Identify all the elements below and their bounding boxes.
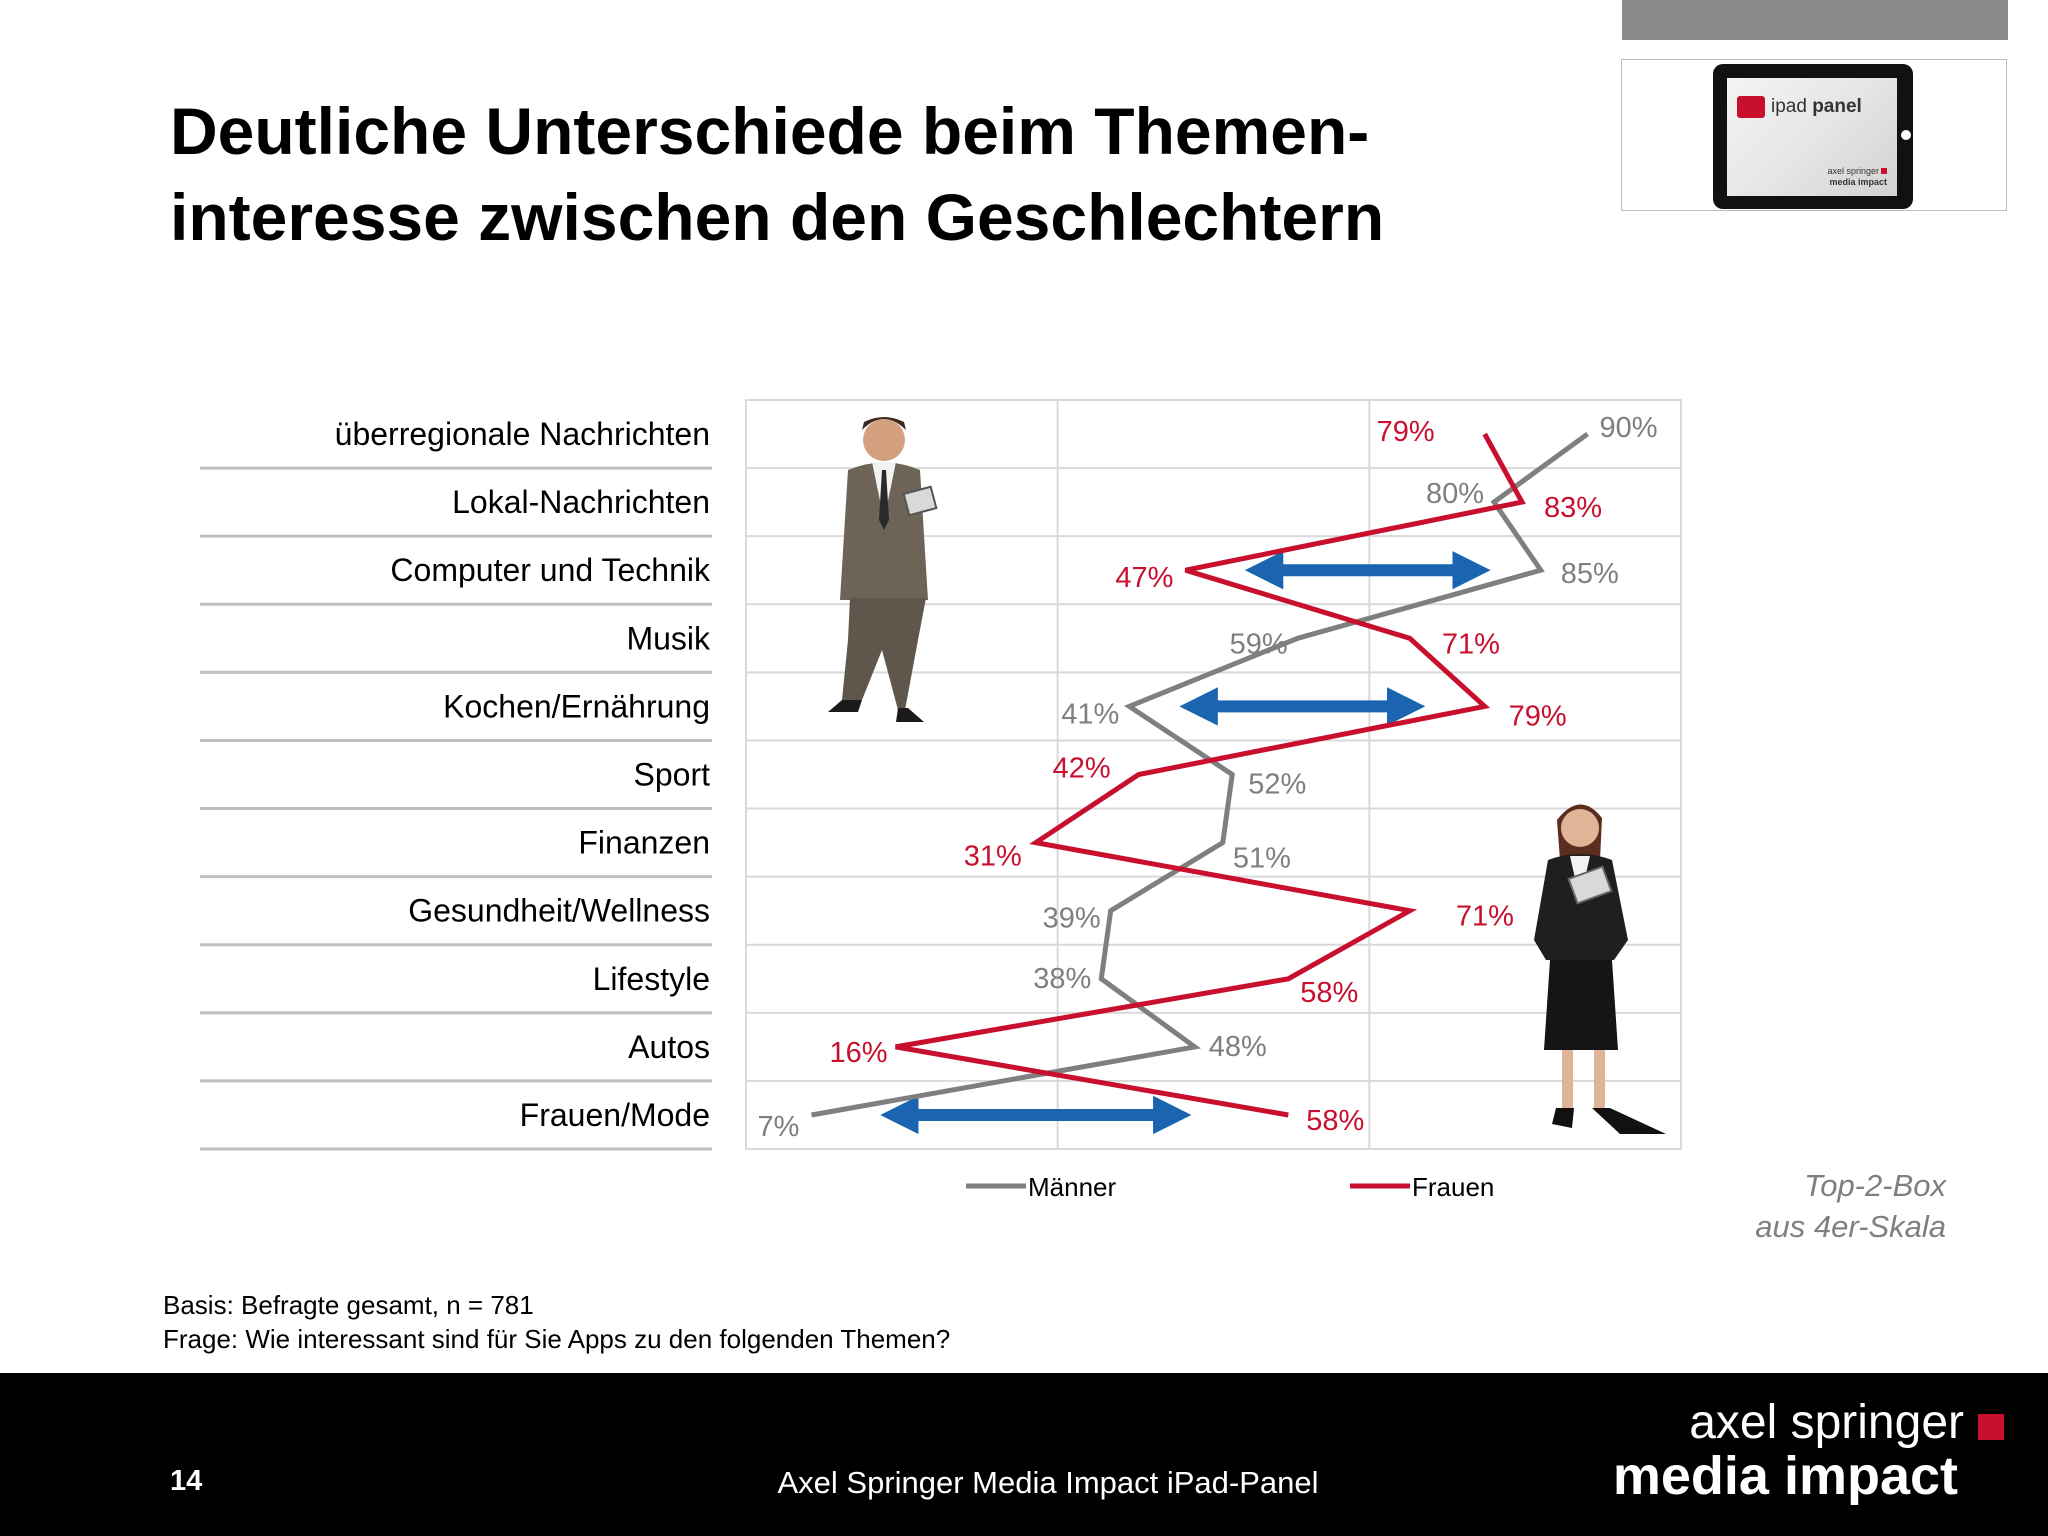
tablet-screen: ipad panel axel springer media impact [1727,78,1897,196]
data-label: 79% [1377,416,1435,448]
category-label: Autos [628,1029,710,1065]
brand-square-icon [1978,1414,2004,1440]
legend-label: Frauen [1412,1172,1494,1202]
title-line-2: interesse zwischen den Geschlechtern [170,180,1385,254]
figures [828,417,1666,1134]
data-label: 71% [1456,901,1514,933]
page-number: 14 [170,1465,203,1497]
category-label: Kochen/Ernährung [443,688,710,724]
data-label: 16% [830,1037,888,1069]
data-label: 42% [1053,753,1111,785]
category-label: Computer und Technik [390,552,711,588]
ipad-panel-label: ipad panel [1771,96,1862,117]
data-label: 38% [1033,963,1091,995]
speech-bubble-icon [1737,96,1765,118]
page-title: Deutliche Unterschiede beim Themen- inte… [170,88,1384,260]
data-label: 85% [1561,558,1619,590]
category-label: Gesundheit/Wellness [408,893,710,929]
data-label: 90% [1600,412,1658,444]
mini-brand: axel springer media impact [1827,166,1887,187]
scale-note-line2: aus 4er-Skala [1755,1209,1946,1244]
value-labels: 90% 80% 85% 59% 41% 52% 51% 39% 38% 48% 7% 79% 83% 47… [758,412,1658,1143]
title-line-1: Deutliche Unterschiede beim Themen- [170,94,1370,168]
category-label: überregionale Nachrichten [335,416,710,452]
category-label: Musik [626,620,711,656]
data-label: 7% [758,1111,800,1143]
businesswoman-figure [1534,804,1666,1134]
category-label: Lifestyle [593,961,710,997]
footer-bar [0,1373,2048,1536]
line-chart: überregionale Nachrichten Lokal-Nachricht… [200,399,1682,1202]
data-label: 52% [1248,769,1306,801]
footer-title: Axel Springer Media Impact iPad-Panel [777,1465,1319,1500]
category-label: Finanzen [578,825,710,861]
ipad-panel-logo: ipad panel axel springer media impact [1621,59,2007,211]
series-line-frauen [895,432,1526,1118]
data-label: 58% [1300,977,1358,1009]
businessman-figure [828,417,938,722]
data-label: 31% [964,841,1022,873]
data-label: 48% [1209,1031,1267,1063]
basis-note: Basis: Befragte gesamt, n = 781 [163,1290,534,1320]
category-label: Frauen/Mode [520,1097,710,1133]
question-note: Frage: Wie interessant sind für Sie Apps… [163,1324,951,1354]
data-label: 47% [1115,562,1173,594]
brand-line-2: media impact [1612,1446,1958,1506]
chart-legend: Männer Frauen [966,1172,1494,1202]
scale-note: Top-2-Box aus 4er-Skala [1590,1165,1946,1247]
category-label: Sport [634,757,711,793]
legend-label: Männer [1028,1172,1116,1202]
data-label: 59% [1230,628,1288,660]
top-gray-bar [1622,0,2008,40]
data-label: 71% [1442,628,1500,660]
data-label: 58% [1306,1105,1364,1137]
data-label: 83% [1544,492,1602,524]
difference-arrows [880,551,1491,1135]
category-labels: überregionale Nachrichten Lokal-Nachricht… [200,416,712,1151]
category-label: Lokal-Nachrichten [452,484,710,520]
data-label: 79% [1509,700,1567,732]
series-line-männer [811,431,1589,1118]
tablet-icon: ipad panel axel springer media impact [1713,64,1913,209]
plot-area-border [745,399,1682,1150]
scale-note-line1: Top-2-Box [1804,1168,1946,1203]
data-label: 80% [1426,478,1484,510]
data-label: 39% [1043,903,1101,935]
series-lines [811,431,1589,1118]
brand-line-1: axel springer [1689,1396,1964,1449]
tablet-home-button [1901,130,1911,140]
data-label: 51% [1233,843,1291,875]
data-label: 41% [1061,698,1119,730]
